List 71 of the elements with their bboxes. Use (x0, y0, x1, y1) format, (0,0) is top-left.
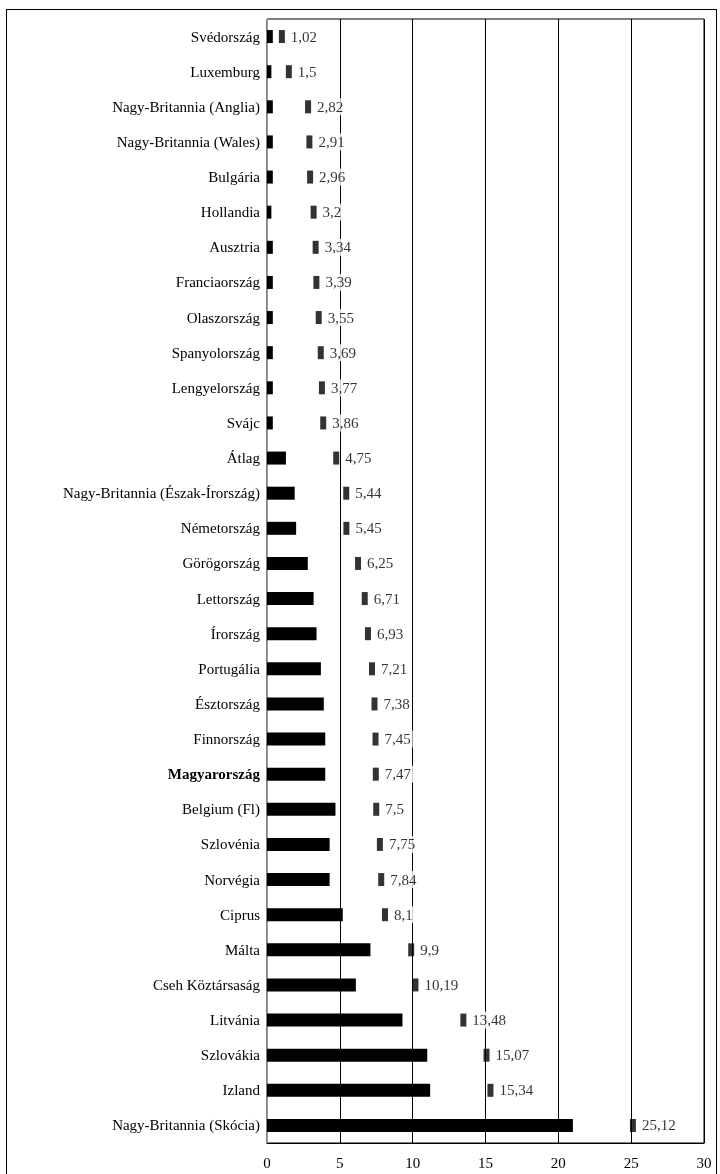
y-tick-label: Nagy-Britannia (Skócia) (112, 1117, 260, 1135)
y-tick-label: Lettország (196, 590, 261, 607)
data-label: 7,75 (388, 836, 416, 853)
y-tick-label: Írország (210, 625, 261, 642)
data-label: 7,38 (383, 695, 410, 712)
y-tick-label: Németország (180, 520, 261, 537)
data-label: 13,48 (472, 1012, 507, 1029)
y-tick-label: Szlovákia (200, 1047, 261, 1064)
y-tick-label: Szlovénia (200, 836, 261, 853)
data-label: 7,21 (381, 660, 408, 677)
y-tick-label: Hollandia (200, 204, 261, 221)
x-tick-label: 0 (263, 1154, 271, 1171)
x-tick-label: 20 (550, 1154, 566, 1171)
y-tick-label: Olaszország (186, 309, 261, 326)
data-label: 2,82 (317, 98, 344, 115)
y-tick-label: Svédország (190, 28, 261, 45)
y-tick-label: Spanyolország (171, 344, 261, 361)
data-label: 3,34 (324, 239, 352, 256)
y-tick-label: Luxemburg (190, 63, 261, 80)
data-label: 6,25 (367, 555, 394, 572)
data-label: 5,44 (355, 485, 382, 502)
data-label: 7,84 (390, 871, 417, 888)
y-tick-label: Észtország (195, 695, 261, 712)
data-label: 7,45 (384, 731, 411, 748)
y-tick-label: Ciprus (219, 906, 261, 923)
y-tick-label: Lengyelország (171, 379, 261, 396)
x-tick-label: 15 (478, 1154, 493, 1171)
data-label: 2,96 (319, 169, 346, 186)
data-label: 1,02 (290, 28, 318, 45)
data-label: 3,55 (327, 309, 354, 326)
data-label: 8,1 (393, 906, 413, 923)
data-label: 3,86 (332, 414, 359, 431)
x-tick-label: 10 (405, 1154, 421, 1171)
y-tick-label: Málta (225, 941, 261, 958)
y-tick-label: Svájc (226, 414, 261, 431)
data-label: 7,47 (384, 766, 412, 783)
y-tick-label: Ausztria (209, 239, 261, 256)
data-label: 5,45 (355, 520, 382, 537)
data-label: 25,12 (641, 1117, 676, 1134)
y-tick-label: Átlag (226, 450, 261, 467)
y-tick-label: Bulgária (208, 169, 261, 186)
y-tick-label: Finnország (193, 731, 261, 748)
data-label: 9,9 (420, 941, 439, 958)
data-label: 4,75 (345, 450, 372, 467)
x-tick-label: 30 (696, 1154, 712, 1171)
data-label: 7,5 (385, 801, 404, 818)
data-label: 3,69 (329, 344, 356, 361)
y-tick-label: Magyarország (167, 766, 261, 783)
y-tick-label: Belgium (Fl) (182, 801, 260, 819)
data-label: 6,93 (376, 625, 404, 642)
data-label: 3,2 (322, 204, 342, 221)
data-label: 15,34 (499, 1082, 534, 1099)
data-label: 1,5 (297, 63, 317, 80)
y-tick-label: Nagy-Britannia (Wales) (116, 133, 260, 151)
data-label: 6,71 (373, 590, 400, 607)
data-label: 2,91 (318, 133, 345, 150)
data-label: 10,19 (424, 976, 459, 993)
x-tick-label: 5 (336, 1154, 344, 1171)
data-label: 3,77 (330, 379, 358, 396)
y-tick-label: Cseh Köztársaság (152, 976, 261, 993)
y-tick-label: Nagy-Britannia (Észak-Írország) (63, 485, 260, 503)
y-tick-label: Izland (222, 1082, 261, 1099)
x-tick-label: 25 (623, 1154, 639, 1171)
y-tick-label: Litvánia (210, 1012, 261, 1029)
y-tick-label: Görögország (182, 555, 261, 572)
y-tick-label: Nagy-Britannia (Anglia) (112, 98, 260, 116)
y-tick-label: Portugália (198, 660, 261, 677)
y-tick-label: Franciaország (175, 274, 261, 291)
data-label: 15,07 (495, 1047, 530, 1064)
y-tick-label: Norvégia (204, 871, 261, 888)
data-label: 3,39 (325, 274, 352, 291)
